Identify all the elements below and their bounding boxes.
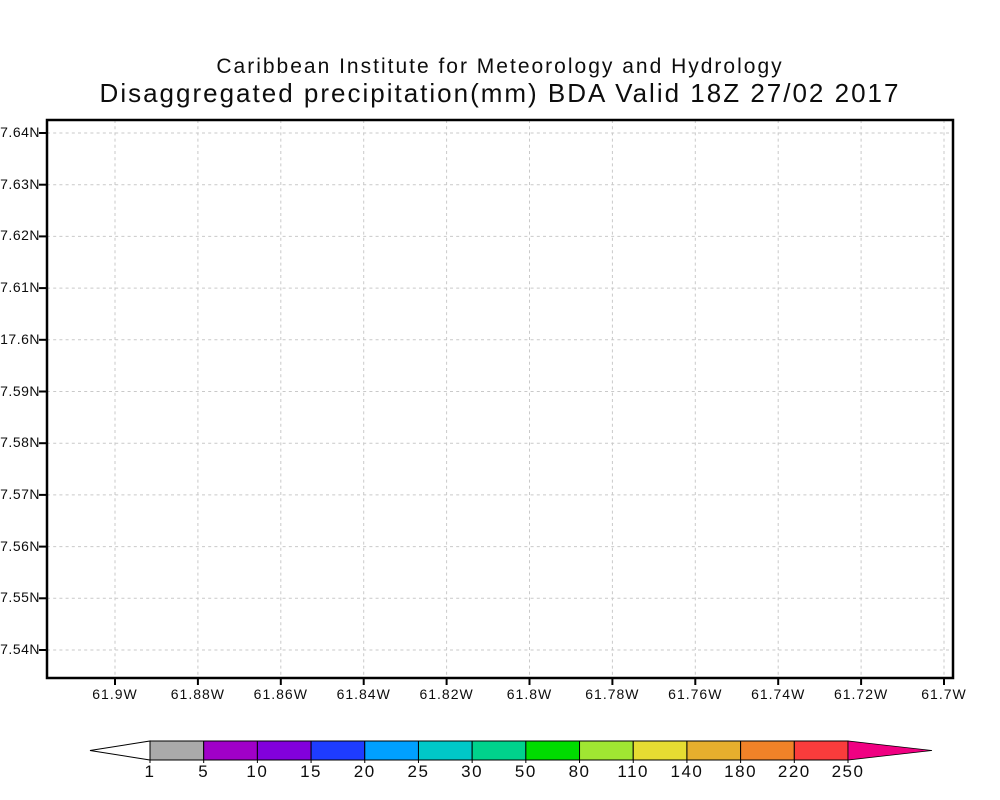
colorbar-segment (310, 740, 366, 761)
colorbar-segment (471, 740, 527, 761)
colorbar-segment (525, 740, 581, 761)
colorbar-tick-label: 180 (724, 762, 758, 781)
lat-tick-label: 17.6N (0, 330, 40, 347)
colorbar-segment (256, 740, 312, 761)
colorbar-segment (632, 740, 688, 761)
lat-tick-label: 7.59N (0, 382, 40, 399)
organization-title: Caribbean Institute for Meteorology and … (216, 55, 784, 78)
colorbar-segment (740, 740, 795, 761)
colorbar-segment (364, 740, 419, 761)
lat-tick-label: 7.55N (0, 589, 40, 606)
lon-tick-label: 61.84W (336, 686, 391, 702)
lat-tick-label: 7.57N (0, 485, 40, 502)
colorbar-tick-label: 220 (777, 762, 811, 781)
lat-tick-label: 7.56N (0, 537, 40, 554)
lon-tick-label: 61.7W (921, 686, 967, 702)
lon-tick-label: 61.72W (833, 686, 889, 702)
lat-tick-label: 7.54N (0, 641, 40, 657)
lon-tick-label: 61.8W (506, 686, 553, 702)
colorbar-tick-label: 1 (144, 762, 156, 781)
colorbar-segment (579, 740, 634, 761)
colorbar-underflow-arrow (89, 740, 151, 761)
lon-tick-label: 61.78W (585, 686, 640, 702)
lon-tick-label: 61.74W (751, 686, 806, 702)
colorbar-tick-label: 110 (617, 762, 650, 781)
colorbar-tick-label: 15 (300, 762, 323, 781)
colorbar-tick-label: 50 (514, 762, 537, 781)
lon-tick-label: 61.88W (170, 686, 226, 702)
colorbar-segment (686, 740, 742, 761)
plot-frame (45, 118, 955, 680)
lat-tick-label: 7.61N (0, 279, 40, 296)
colorbar-segment (793, 740, 849, 761)
colorbar-tick-label: 250 (831, 762, 865, 781)
lat-tick-label: 7.58N (0, 434, 40, 451)
lon-tick-label: 61.76W (668, 686, 723, 702)
colorbar-tick-label: 30 (461, 762, 484, 781)
colorbar-tick-label: 25 (407, 762, 430, 781)
colorbar-tick-label: 80 (568, 762, 591, 781)
colorbar-tick-label: 5 (198, 762, 210, 781)
colorbar-tick-label: 10 (246, 762, 269, 781)
colorbar-segment (417, 740, 473, 761)
colorbar-segment (203, 740, 258, 761)
lon-tick-label: 61.82W (419, 686, 474, 702)
colorbar-segment (149, 740, 205, 761)
colorbar-overflow-arrow (847, 740, 933, 761)
colorbar-tick-label: 140 (670, 762, 704, 781)
plot-title: Disaggregated precipitation(mm) BDA Vali… (99, 78, 901, 108)
lon-tick-label: 61.9W (92, 686, 138, 702)
lat-tick-label: 7.62N (0, 227, 40, 244)
lat-tick-label: 7.63N (0, 175, 40, 192)
colorbar-tick-label: 20 (353, 762, 376, 781)
lat-tick-label: 7.64N (0, 124, 40, 140)
lon-tick-label: 61.86W (253, 686, 308, 702)
